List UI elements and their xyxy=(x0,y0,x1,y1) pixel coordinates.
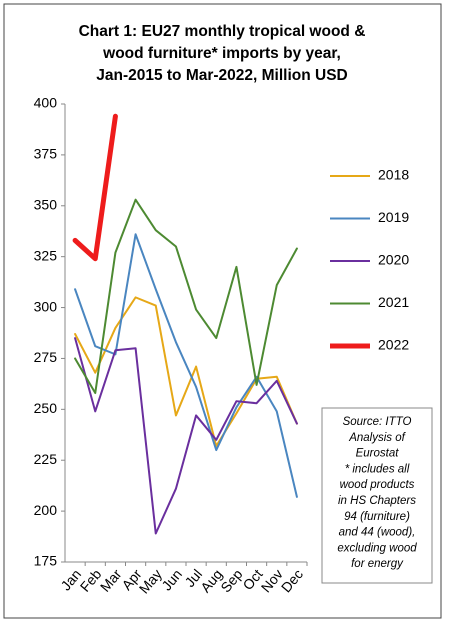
legend-label: 2021 xyxy=(378,294,409,310)
y-tick-label: 200 xyxy=(34,502,58,518)
legend-label: 2018 xyxy=(378,167,409,183)
y-tick-label: 400 xyxy=(34,95,58,111)
legend-label: 2022 xyxy=(378,337,409,353)
series-line xyxy=(74,233,298,498)
y-tick-label: 250 xyxy=(34,400,58,416)
annotation-text: Source: ITTO xyxy=(343,416,412,428)
series-line xyxy=(74,337,298,535)
annotation-text: and 44 (wood), xyxy=(339,527,416,539)
annotation-text: excluding wood xyxy=(337,542,417,554)
annotation-text: Eurostat xyxy=(356,448,400,460)
y-tick-label: 175 xyxy=(34,553,58,569)
y-tick-label: 275 xyxy=(34,349,58,365)
legend-label: 2019 xyxy=(378,209,409,225)
x-tick-label: Dec xyxy=(278,566,306,595)
y-tick-label: 325 xyxy=(34,247,58,263)
annotation-text: 94 (furniture) xyxy=(344,511,410,523)
y-tick-label: 350 xyxy=(34,196,58,212)
series-line xyxy=(72,113,118,262)
annotation-text: wood products xyxy=(340,479,415,491)
chart-border xyxy=(3,3,442,619)
legend-label: 2020 xyxy=(378,252,409,268)
chart-title: Chart 1: EU27 monthly tropical wood & xyxy=(79,23,366,40)
y-tick-label: 375 xyxy=(34,146,58,162)
y-tick-label: 225 xyxy=(34,451,58,467)
chart-title: Jan-2015 to Mar-2022, Million USD xyxy=(96,67,348,84)
annotation-text: Analysis of xyxy=(348,432,406,444)
series-line xyxy=(74,296,298,447)
annotation-text: * includes all xyxy=(345,463,410,475)
annotation-text: in HS Chapters xyxy=(338,495,416,507)
chart-title: wood furniture* imports by year, xyxy=(102,45,341,62)
series-line xyxy=(74,198,298,395)
annotation-text: for energy xyxy=(351,558,404,570)
y-tick-label: 300 xyxy=(34,298,58,314)
annotation-box xyxy=(321,407,433,584)
